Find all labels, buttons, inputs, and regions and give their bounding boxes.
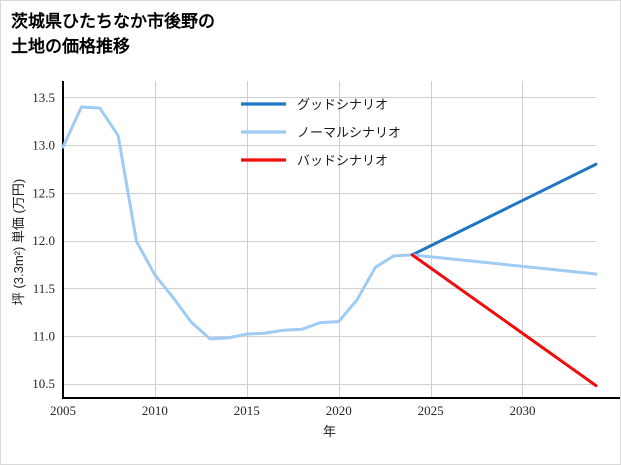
y-tick-label: 11.5: [33, 281, 55, 296]
series-line: [61, 105, 598, 341]
series-line: [410, 253, 598, 388]
legend-label: バッドシナリオ: [297, 153, 388, 168]
y-gridlines: [63, 97, 596, 385]
x-tick-label: 2030: [509, 403, 535, 418]
y-tick-label: 12.5: [32, 185, 55, 200]
y-tick-label: 10.5: [32, 376, 55, 391]
legend-label: ノーマルシナリオ: [297, 125, 401, 140]
legend-label: グッドシナリオ: [297, 97, 388, 112]
x-tick-labels: 2005 2010 2015 2020 2025 2030: [50, 403, 535, 418]
x-tick-label: 2015: [234, 403, 260, 418]
y-tick-labels: 10.5 11.0 11.5 12.0 12.5 13.0 13.5: [32, 90, 55, 391]
axis-spines: [62, 81, 620, 399]
y-tick-label: 13.5: [32, 90, 55, 105]
y-axis-title: 坪 (3.3m²) 単価 (万円): [11, 179, 26, 305]
y-tick-label: 12.0: [32, 233, 55, 248]
chart-title: 茨城県ひたちなか市後野の 土地の価格推移: [11, 12, 215, 56]
x-tick-label: 2005: [50, 403, 76, 418]
y-tick-label: 11.0: [33, 328, 55, 343]
series-lines: [61, 105, 598, 388]
x-gridlines: [63, 81, 523, 398]
x-tick-label: 2020: [326, 403, 352, 418]
y-tick-label: 13.0: [32, 138, 55, 153]
x-tick-label: 2010: [142, 403, 168, 418]
x-tick-label: 2025: [418, 403, 444, 418]
series-line: [410, 162, 598, 257]
x-axis-title: 年: [323, 424, 336, 439]
